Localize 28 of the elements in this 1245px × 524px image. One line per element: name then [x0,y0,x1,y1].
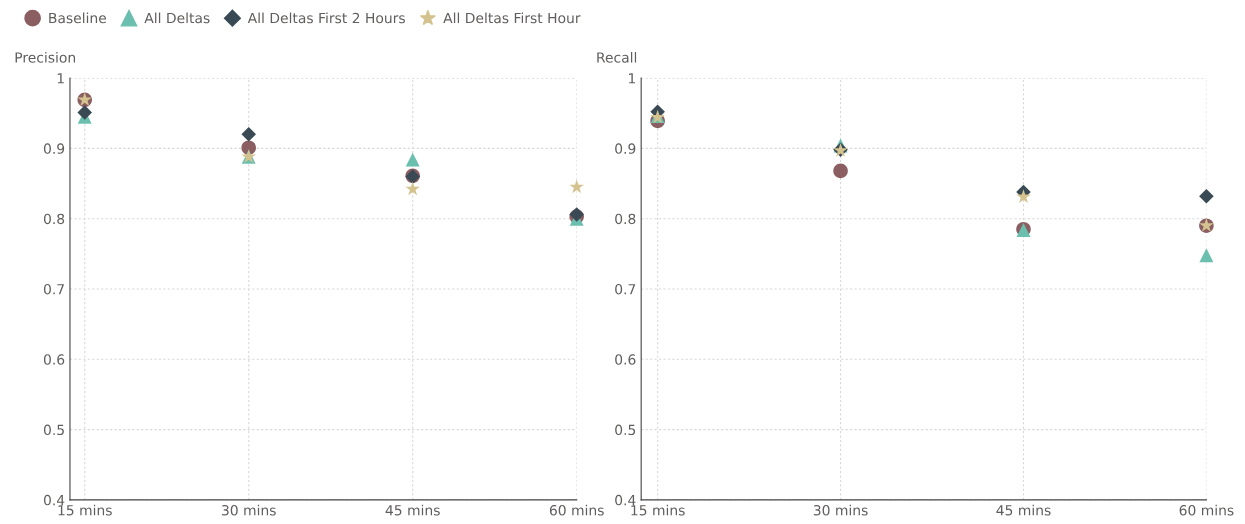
x-tick-label: 60 mins [549,504,604,516]
x-tick-label: 30 mins [813,504,868,516]
y-tick-label: 0.4 [615,494,636,506]
y-axis-title: Precision [15,51,76,63]
x-tick-label: 60 mins [1179,504,1234,516]
y-tick-label: 0.6 [43,354,65,365]
y-tick-label: 0.8 [615,213,636,225]
y-tick-label: 0.7 [615,283,636,295]
y-axis-title: Recall [597,51,637,63]
y-tick-label: 0.6 [615,354,636,365]
y-tick-label: 0.7 [43,283,64,295]
x-tick-label: 45 mins [996,504,1051,516]
legend-label: All Deltas [144,12,210,24]
x-tick-label: 30 mins [222,504,276,516]
y-tick-label: 0.5 [615,424,636,436]
x-tick-label: 15 mins [631,504,685,516]
x-tick-label: 15 mins [58,504,112,516]
y-tick-label: 1 [57,73,64,84]
legend-label: All Deltas First 2 Hours [247,12,405,24]
legend-label: Baseline [49,12,107,24]
y-tick-label: 1 [629,73,636,84]
legend-label: All Deltas First Hour [443,12,581,24]
y-tick-label: 0.8 [43,213,65,225]
y-tick-label: 0.9 [43,143,65,154]
y-tick-label: 0.4 [43,494,65,506]
y-tick-label: 0.5 [43,424,64,436]
x-tick-label: 45 mins [385,504,440,516]
y-tick-label: 0.9 [615,143,636,154]
